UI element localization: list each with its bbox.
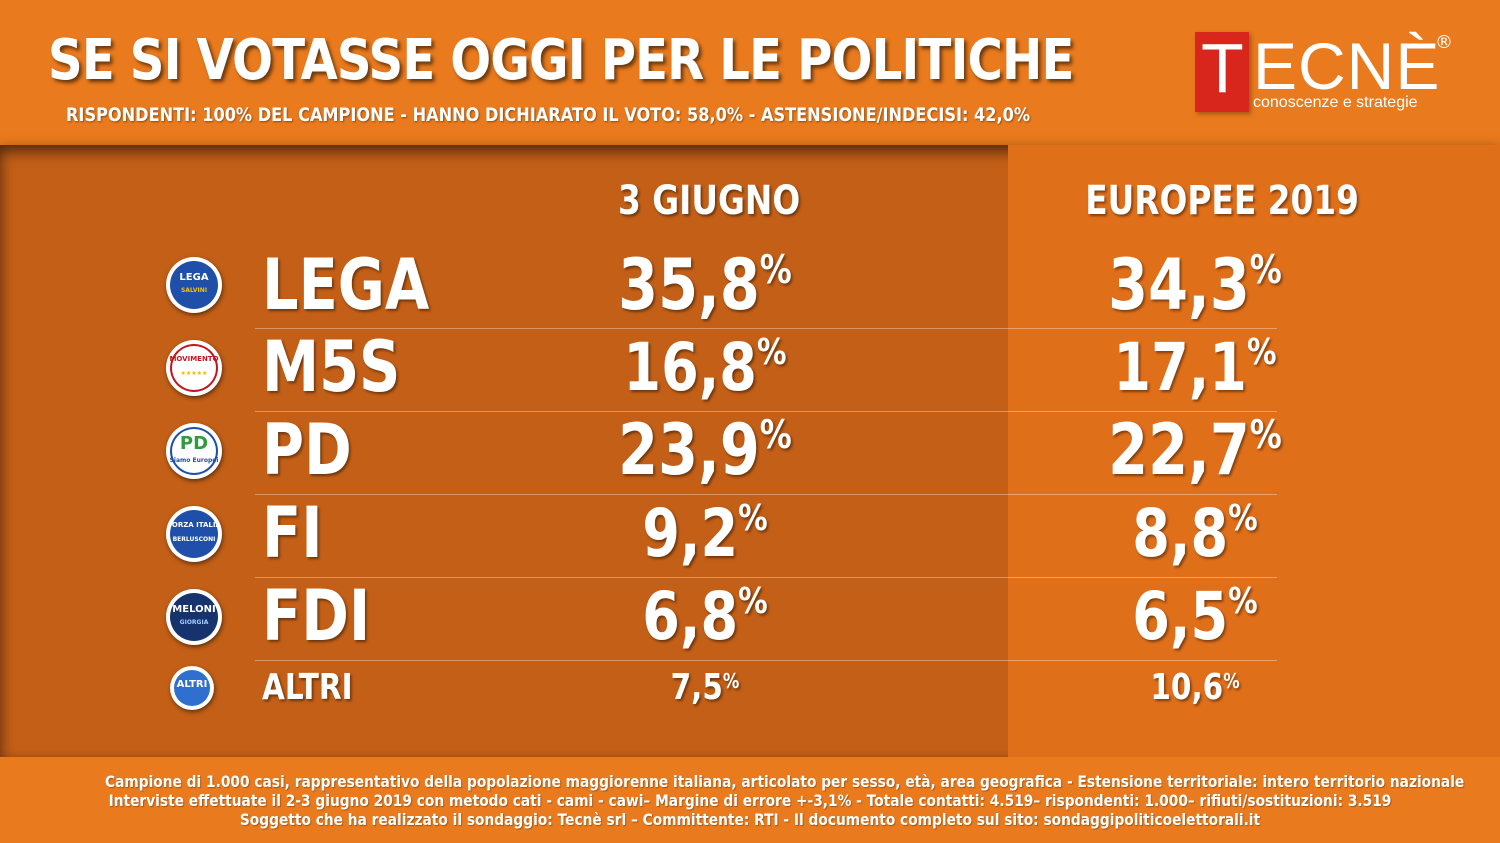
icon-text: MELONI [172,603,216,615]
value-europee-2019: 17,1% [1113,328,1277,406]
row-divider [255,494,1277,495]
tecne-logo: T ECNÈ ® conoscenze e strategie [1195,29,1455,112]
value-europee-2019: 22,7% [1108,409,1282,492]
value-3-giugno: 35,8% [618,243,792,326]
icon-text: ALTRI [176,679,208,690]
party-name: LEGA [262,243,430,326]
value-3-giugno: 6,8% [642,577,768,655]
fdi-logo-icon: MELONI GIORGIA [166,588,222,645]
icon-text: FORZA ITALIA [167,520,221,529]
icon-text: LEGA [179,272,209,283]
page-subtitle: RISPONDENTI: 100% DEL CAMPIONE - HANNO D… [66,104,1031,126]
table-row: MELONI GIORGIA FDI 6,8% 6,5% [0,575,1500,660]
value-europee-2019: 8,8% [1132,494,1258,572]
row-divider [255,411,1277,412]
registered-mark: ® [1435,32,1453,53]
icon-subtext: Siamo Europei [169,456,219,464]
table-row: ALTRI ALTRI 7,5% 10,6% [0,660,1500,720]
europee-column-background [1008,145,1500,757]
pd-logo-icon: PD Siamo Europei [166,422,222,479]
logo-tagline: conoscenze e strategie [1253,94,1418,111]
icon-text: MOVIMENTO [169,354,219,363]
table-row: PD Siamo Europei PD 23,9% 22,7% [0,409,1500,494]
value-europee-2019: 6,5% [1132,577,1258,655]
icon-subtext: BERLUSCONI [172,535,216,543]
icon-text: PD [179,432,209,454]
icon-subtext: SALVINI [180,287,208,294]
value-europee-2019: 10,6% [1150,666,1240,708]
party-name: PD [262,409,352,492]
footer-line-1: Campione di 1.000 casi, rappresentativo … [105,772,1465,791]
lega-logo-icon: LEGA SALVINI [166,257,222,313]
altri-logo-icon: ALTRI [170,666,214,710]
row-divider [255,660,1277,661]
column-header-europee-2019: EUROPEE 2019 [1085,178,1359,224]
party-name: ALTRI [262,666,353,708]
value-3-giugno: 16,8% [623,328,787,406]
header: SE SI VOTASSE OGGI PER LE POLITICHE RISP… [0,0,1500,145]
party-name: FDI [262,575,371,658]
party-name: FI [262,492,323,575]
row-divider [255,328,1277,329]
table-row: FORZA ITALIA BERLUSCONI FI 9,2% 8,8% [0,492,1500,577]
value-3-giugno: 7,5% [670,666,740,708]
footer: Campione di 1.000 casi, rappresentativo … [0,757,1500,843]
icon-subtext: ★★★★★ [180,369,208,377]
logo-red-box: T [1195,29,1249,112]
m5s-logo-icon: MOVIMENTO ★★★★★ [166,339,222,396]
icon-subtext: GIORGIA [179,618,209,626]
footer-line-3: Soggetto che ha realizzato il sondaggio:… [239,810,1261,829]
value-3-giugno: 9,2% [642,494,768,572]
logo-wordmark: ECNÈ [1253,29,1441,103]
logo-first-letter: T [1201,29,1244,107]
footer-line-2: Interviste effettuate il 2-3 giugno 2019… [108,791,1392,810]
table-row: MOVIMENTO ★★★★★ M5S 16,8% 17,1% [0,326,1500,411]
row-divider [255,577,1277,578]
column-header-3-giugno: 3 GIUGNO [618,178,801,224]
value-europee-2019: 34,3% [1108,243,1282,326]
fi-logo-icon: FORZA ITALIA BERLUSCONI [166,505,222,562]
party-name: M5S [262,326,401,409]
page-title: SE SI VOTASSE OGGI PER LE POLITICHE [48,28,1074,93]
value-3-giugno: 23,9% [618,409,792,492]
table-row: LEGA SALVINI LEGA 35,8% 34,3% [0,243,1500,328]
